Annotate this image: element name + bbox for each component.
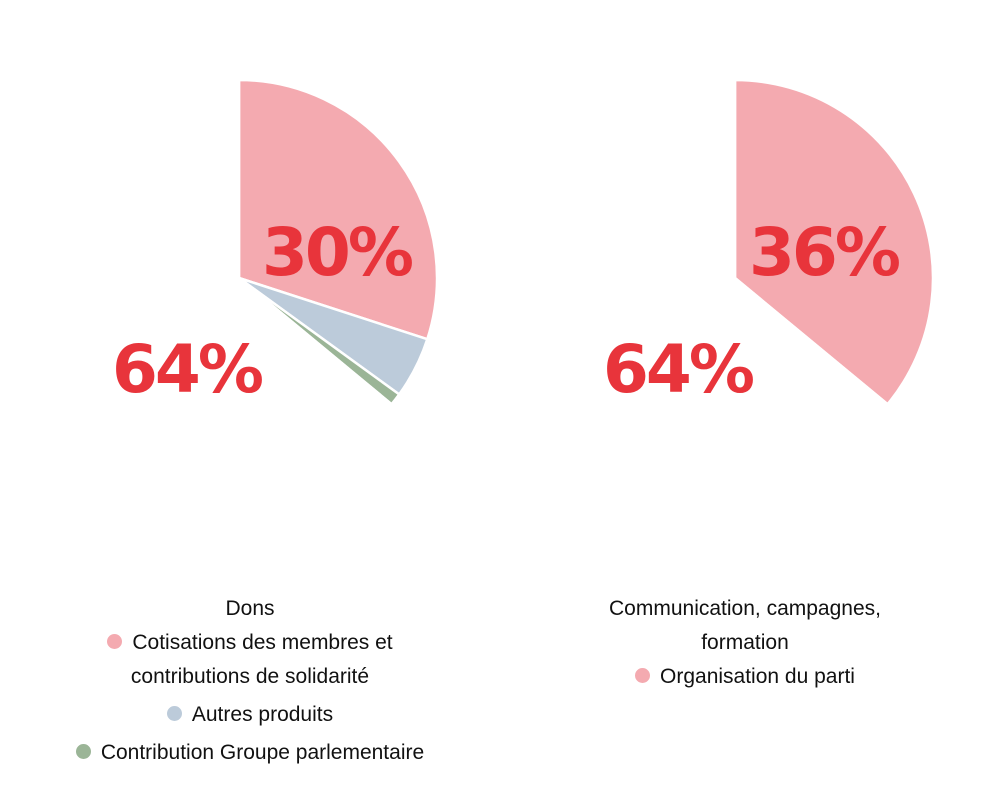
expenses-slice-0 (535, 78, 890, 478)
legend-revenue: Dons Cotisations des membres et contribu… (20, 592, 480, 770)
legend-item-organisation: Organisation du parti (560, 660, 930, 694)
revenue-dons-label: 64% (112, 331, 263, 408)
revenue-cotisations-label: 30% (262, 214, 413, 291)
legend-item-dons: Dons (225, 597, 275, 620)
legend-label-organisation: Organisation du parti (660, 665, 855, 688)
legend-item-contribution: Contribution Groupe parlementaire (20, 736, 480, 770)
legend-item-autres: Autres produits (20, 698, 480, 732)
revenue-slice-0 (39, 78, 394, 478)
legend-swatch-autres (166, 705, 182, 721)
legend-swatch-contribution (75, 743, 91, 759)
revenue-slice-1 (237, 78, 439, 341)
expenses-communication-label: 64% (603, 331, 754, 408)
expenses-slice-1 (733, 78, 935, 406)
legend-swatch-organisation (635, 667, 651, 683)
legend-swatch-cotisations (107, 633, 123, 649)
legend-label-autres: Autres produits (191, 703, 334, 726)
legend-label-cotisations: Cotisations des membres et contributions… (130, 631, 393, 688)
expenses-organisation-label: 36% (749, 214, 900, 291)
legend-item-communication: Communication, campagnes, formation (609, 597, 881, 654)
pie-chart-expenses (535, 78, 935, 478)
legend-item-cotisations: Cotisations des membres et contributions… (70, 626, 430, 694)
legend-expenses: Communication, campagnes, formation Orga… (560, 592, 930, 694)
legend-label-contribution: Contribution Groupe parlementaire (100, 741, 425, 764)
pie-chart-revenue (39, 78, 439, 478)
